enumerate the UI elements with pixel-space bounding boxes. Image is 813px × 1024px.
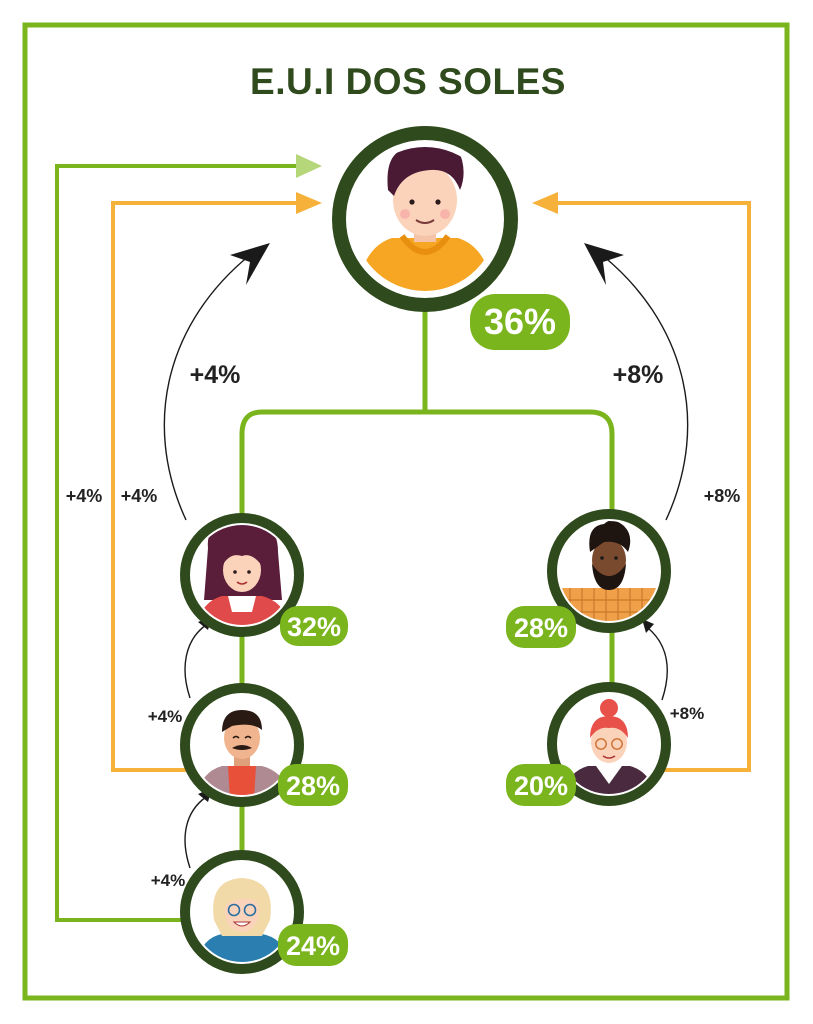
curved-arrows [163, 254, 689, 869]
node-left-3: 24% [180, 850, 348, 974]
label-left-outer-orange: +4% [121, 486, 158, 506]
percent-badge-left-3: 24% [286, 931, 340, 961]
percent-badge-right-2: 20% [514, 771, 568, 801]
diagram-title: E.U.I DOS SOLES [250, 61, 566, 102]
label-right-outer: +8% [704, 486, 741, 506]
orange-arrow-left [111, 192, 322, 772]
label-left-step-1: +4% [148, 707, 183, 726]
label-right-big: +8% [613, 361, 664, 389]
label-left-step-2: +4% [151, 871, 186, 890]
orange-arrow-right [532, 192, 751, 772]
label-left-big: +4% [190, 361, 241, 389]
node-left-1: 32% [180, 513, 348, 646]
node-right-1: 28% [506, 509, 671, 648]
big-arrowhead-right [584, 243, 624, 285]
percent-badge-top: 36% [484, 301, 556, 342]
small-arrowhead [642, 619, 654, 633]
big-arrowhead-left [230, 243, 270, 285]
node-right-2: 20% [506, 682, 671, 806]
outer-frame [22, 22, 790, 1001]
label-right-step: +8% [670, 704, 705, 723]
node-top: 36% [332, 126, 570, 350]
green-return-arrow [55, 154, 322, 922]
percent-badge-left-1: 32% [287, 612, 341, 642]
percent-badge-left-2: 28% [286, 771, 340, 801]
label-left-outer-green: +4% [66, 486, 103, 506]
avatar-bearded-man [560, 521, 658, 621]
node-left-2: 28% [180, 683, 348, 807]
percent-badge-right-1: 28% [514, 613, 568, 643]
